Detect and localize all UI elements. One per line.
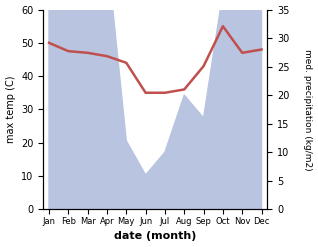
Y-axis label: med. precipitation (kg/m2): med. precipitation (kg/m2) xyxy=(303,49,313,170)
Y-axis label: max temp (C): max temp (C) xyxy=(5,76,16,143)
X-axis label: date (month): date (month) xyxy=(114,231,197,242)
